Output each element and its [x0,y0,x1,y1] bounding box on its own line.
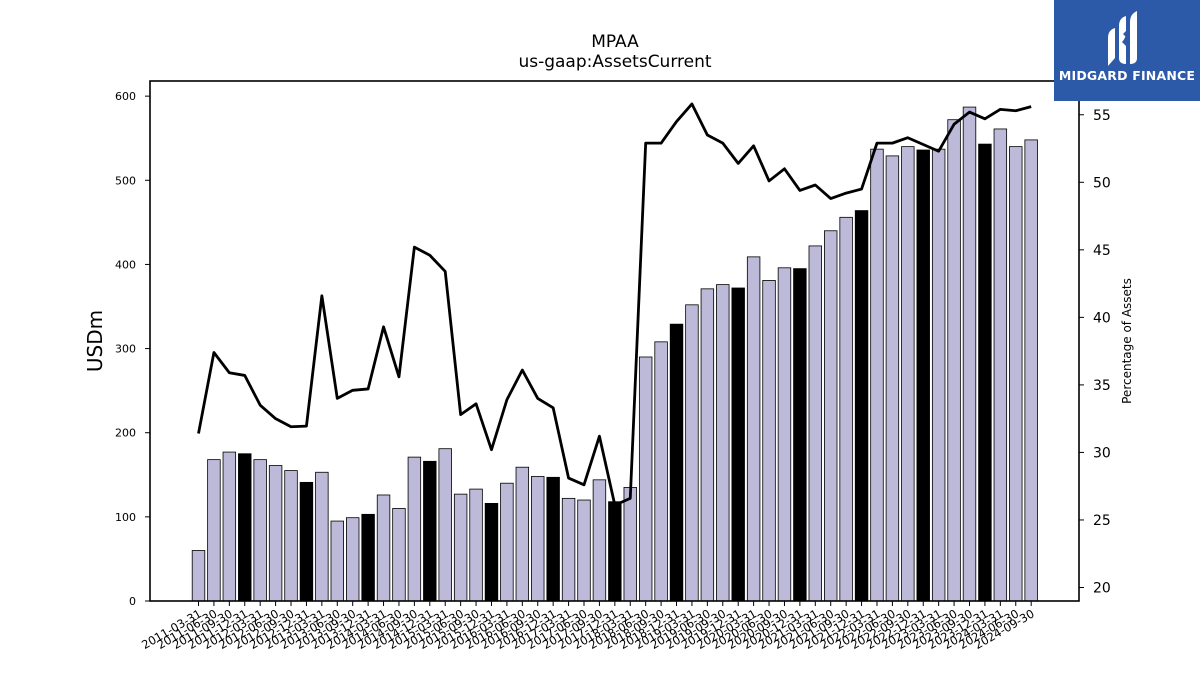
bar [207,459,221,602]
bar [577,499,591,602]
bar [685,304,699,602]
bar [638,356,653,602]
left-y-tick-label: 200 [115,427,136,440]
line-series [197,102,1032,507]
bar [962,106,977,602]
left-y-tick-label: 400 [115,258,136,271]
right-y-tick-label: 40 [1093,310,1111,326]
right-y-tick-label: 45 [1093,243,1111,259]
bar [592,479,607,602]
bar [885,155,900,602]
bar [793,268,807,602]
bar [407,456,422,602]
bar [669,323,684,602]
left-y-tick-label: 100 [115,511,136,524]
bar [1024,139,1038,602]
right-y-axis: 20 25 30 35 40 45 50 55 [1079,108,1111,596]
bar [392,508,406,602]
right-y-axis-label: Percentage of Assets [1120,278,1134,404]
bar [561,497,576,602]
bar-series [191,106,1038,602]
bar [901,146,915,602]
bar [1009,146,1023,602]
bar [345,517,360,602]
bar [284,470,298,602]
bar [777,267,792,602]
bar [484,502,499,602]
bar [608,501,622,602]
right-y-tick-label: 20 [1093,580,1111,596]
bar [716,284,730,602]
bar [978,143,992,602]
brand-logo: MIDGARD FINANCE [1054,0,1200,101]
bar [824,230,838,602]
bar [700,288,715,602]
chart-subtitle: us-gaap:AssetsCurrent [518,52,712,72]
logo-mark-icon [1108,11,1137,66]
bar [191,550,206,602]
bar [931,148,946,602]
bar [222,451,237,602]
bar [238,453,252,602]
bar [916,149,930,602]
bar [438,448,452,602]
right-y-tick-label: 55 [1093,108,1111,124]
left-y-tick-label: 600 [115,90,136,103]
bar [253,459,267,602]
x-axis: 2011-03-312011-06-302011-09-302011-12-31… [139,601,1037,652]
right-y-tick-label: 30 [1093,445,1111,461]
bar [268,465,283,602]
bar [654,341,668,602]
bar [500,482,514,602]
bar [376,494,391,602]
bar [731,287,745,602]
right-y-tick-label: 25 [1093,513,1111,529]
bar [623,487,637,602]
left-y-axis: 0 100 200 300 400 500 600 [115,90,150,608]
bar [808,245,823,602]
bar [330,520,344,602]
percentage-line [197,102,1032,507]
chart-title: MPAA [591,32,639,52]
bar [453,493,468,602]
bar [361,513,375,602]
bar [531,476,545,602]
bar [746,256,761,602]
bar [947,119,961,602]
bar [839,216,853,602]
bar [299,481,314,602]
bar [762,280,776,602]
bar [993,128,1008,602]
left-y-tick-label: 0 [129,595,136,608]
right-y-tick-label: 50 [1093,175,1111,191]
bar [469,488,483,602]
bar [870,148,884,602]
bar [854,210,869,602]
right-y-tick-label: 35 [1093,378,1111,394]
logo-text: MIDGARD FINANCE [1058,68,1196,83]
bar [515,466,530,602]
bar [315,471,329,602]
left-y-tick-label: 500 [115,174,136,187]
y-axis-label: USDm [83,310,107,372]
bar [546,476,560,602]
bar [423,460,437,602]
left-y-tick-label: 300 [115,343,136,356]
